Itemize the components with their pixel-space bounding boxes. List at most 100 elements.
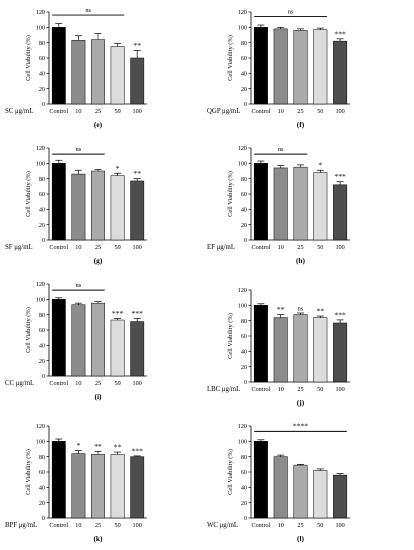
panel-label: (j) <box>297 398 305 407</box>
panel-label: (g) <box>94 256 103 265</box>
significance-label: * <box>116 164 120 173</box>
y-axis-label: Cell Viability (%) <box>25 35 32 81</box>
panel-f: 0 20 40 60 80 100 120 Cell Viability (%) Control… <box>207 9 350 129</box>
y-tick-label: 40 <box>39 70 45 77</box>
y-tick-label: 120 <box>238 145 247 152</box>
significance-label: ** <box>277 305 285 314</box>
x-tick-label: 25 <box>95 380 101 387</box>
x-tick-label: 50 <box>317 108 323 115</box>
x-tick-label: 25 <box>297 244 303 251</box>
y-tick-label: 0 <box>244 515 247 522</box>
condition-label: QGP μg/mL <box>207 108 240 115</box>
y-tick-label: 0 <box>244 101 247 108</box>
significance-label: * <box>77 441 81 450</box>
panel-label: (f) <box>297 120 305 129</box>
y-tick-label: 80 <box>241 318 247 325</box>
panel-label: (e) <box>94 120 103 129</box>
bar-50 <box>313 29 328 105</box>
y-tick-label: 100 <box>36 296 45 303</box>
x-tick-label: 10 <box>75 244 81 251</box>
y-tick-label: 20 <box>241 222 247 229</box>
panel-label: (h) <box>296 256 306 265</box>
panel-label: (i) <box>95 392 103 401</box>
bar-50 <box>110 175 125 241</box>
bar-25 <box>293 314 308 383</box>
y-tick-label: 100 <box>36 24 45 31</box>
panel-j: 0 20 40 60 80 100 120 Cell Viability (%) Control… <box>207 287 350 407</box>
x-tick-label: 10 <box>75 108 81 115</box>
y-tick-label: 40 <box>39 342 45 349</box>
y-tick-label: 60 <box>39 191 45 198</box>
bar-25 <box>91 454 105 519</box>
bracket-label: ns <box>288 9 294 16</box>
x-tick-label: 100 <box>133 244 142 251</box>
y-tick-label: 60 <box>39 469 45 476</box>
x-tick-label: 50 <box>317 244 323 251</box>
y-tick-label: 60 <box>241 333 247 340</box>
x-tick-label: Control <box>49 522 68 529</box>
y-tick-label: 0 <box>244 237 247 244</box>
y-tick-label: 0 <box>42 237 45 244</box>
significance-label: ** <box>133 41 141 50</box>
bracket-label: ns <box>76 146 82 153</box>
y-tick-label: 0 <box>244 379 247 386</box>
x-tick-label: Control <box>49 108 68 115</box>
x-tick-label: 25 <box>95 522 101 529</box>
bar-25 <box>293 30 308 105</box>
y-axis-label: Cell Viability (%) <box>227 449 234 495</box>
bar-100 <box>130 456 145 519</box>
bar-10 <box>71 173 86 241</box>
bar-100 <box>333 40 348 105</box>
y-tick-label: 20 <box>39 86 45 93</box>
significance-label: *** <box>334 172 346 181</box>
bar-25 <box>293 464 308 519</box>
y-axis-label: Cell Viability (%) <box>25 307 32 353</box>
y-tick-label: 80 <box>39 40 45 47</box>
y-axis-label: Cell Viability (%) <box>227 35 234 81</box>
y-axis-label: Cell Viability (%) <box>227 171 234 217</box>
y-tick-label: 100 <box>36 160 45 167</box>
bracket-label: **** <box>293 421 308 430</box>
y-tick-label: 0 <box>42 515 45 522</box>
x-tick-label: 10 <box>278 108 284 115</box>
bar-control <box>51 441 66 519</box>
bar-50 <box>313 317 328 383</box>
y-tick-label: 120 <box>238 287 247 294</box>
x-tick-label: 10 <box>278 244 284 251</box>
bar-100 <box>333 474 348 519</box>
condition-label: SF μg/mL <box>5 244 33 251</box>
y-tick-label: 100 <box>36 438 45 445</box>
x-tick-label: 25 <box>297 108 303 115</box>
bar-10 <box>273 167 288 241</box>
x-tick-label: Control <box>251 108 270 115</box>
y-axis-label: Cell Viability (%) <box>227 313 234 359</box>
panel-k: 0 20 40 60 80 100 120 Cell Viability (%) Control… <box>5 423 147 543</box>
x-tick-label: 50 <box>317 386 323 393</box>
x-tick-label: 25 <box>95 244 101 251</box>
y-tick-label: 0 <box>42 373 45 380</box>
x-tick-label: 100 <box>335 244 344 251</box>
bar-control <box>51 27 66 105</box>
bar-10 <box>273 317 288 383</box>
y-tick-label: 100 <box>238 302 247 309</box>
bar-100 <box>333 322 348 383</box>
y-tick-label: 40 <box>241 484 247 491</box>
y-tick-label: 100 <box>238 24 247 31</box>
x-tick-label: 100 <box>133 108 142 115</box>
significance-label: ** <box>94 442 102 451</box>
y-tick-label: 100 <box>238 438 247 445</box>
y-tick-label: 120 <box>36 281 45 288</box>
x-tick-label: Control <box>251 522 270 529</box>
significance-label: ns <box>298 306 304 313</box>
x-tick-label: 25 <box>297 522 303 529</box>
bar-10 <box>71 453 86 519</box>
condition-label: EF μg/mL <box>207 244 235 251</box>
x-tick-label: Control <box>49 244 68 251</box>
y-axis-label: Cell Viability (%) <box>25 449 32 495</box>
panel-h: 0 20 40 60 80 100 120 Cell Viability (%) Control… <box>207 145 350 265</box>
x-tick-label: 25 <box>95 108 101 115</box>
y-tick-label: 40 <box>241 348 247 355</box>
y-tick-label: 40 <box>39 484 45 491</box>
panel-l: 0 20 40 60 80 100 120 Cell Viability (%) Control… <box>207 421 350 543</box>
